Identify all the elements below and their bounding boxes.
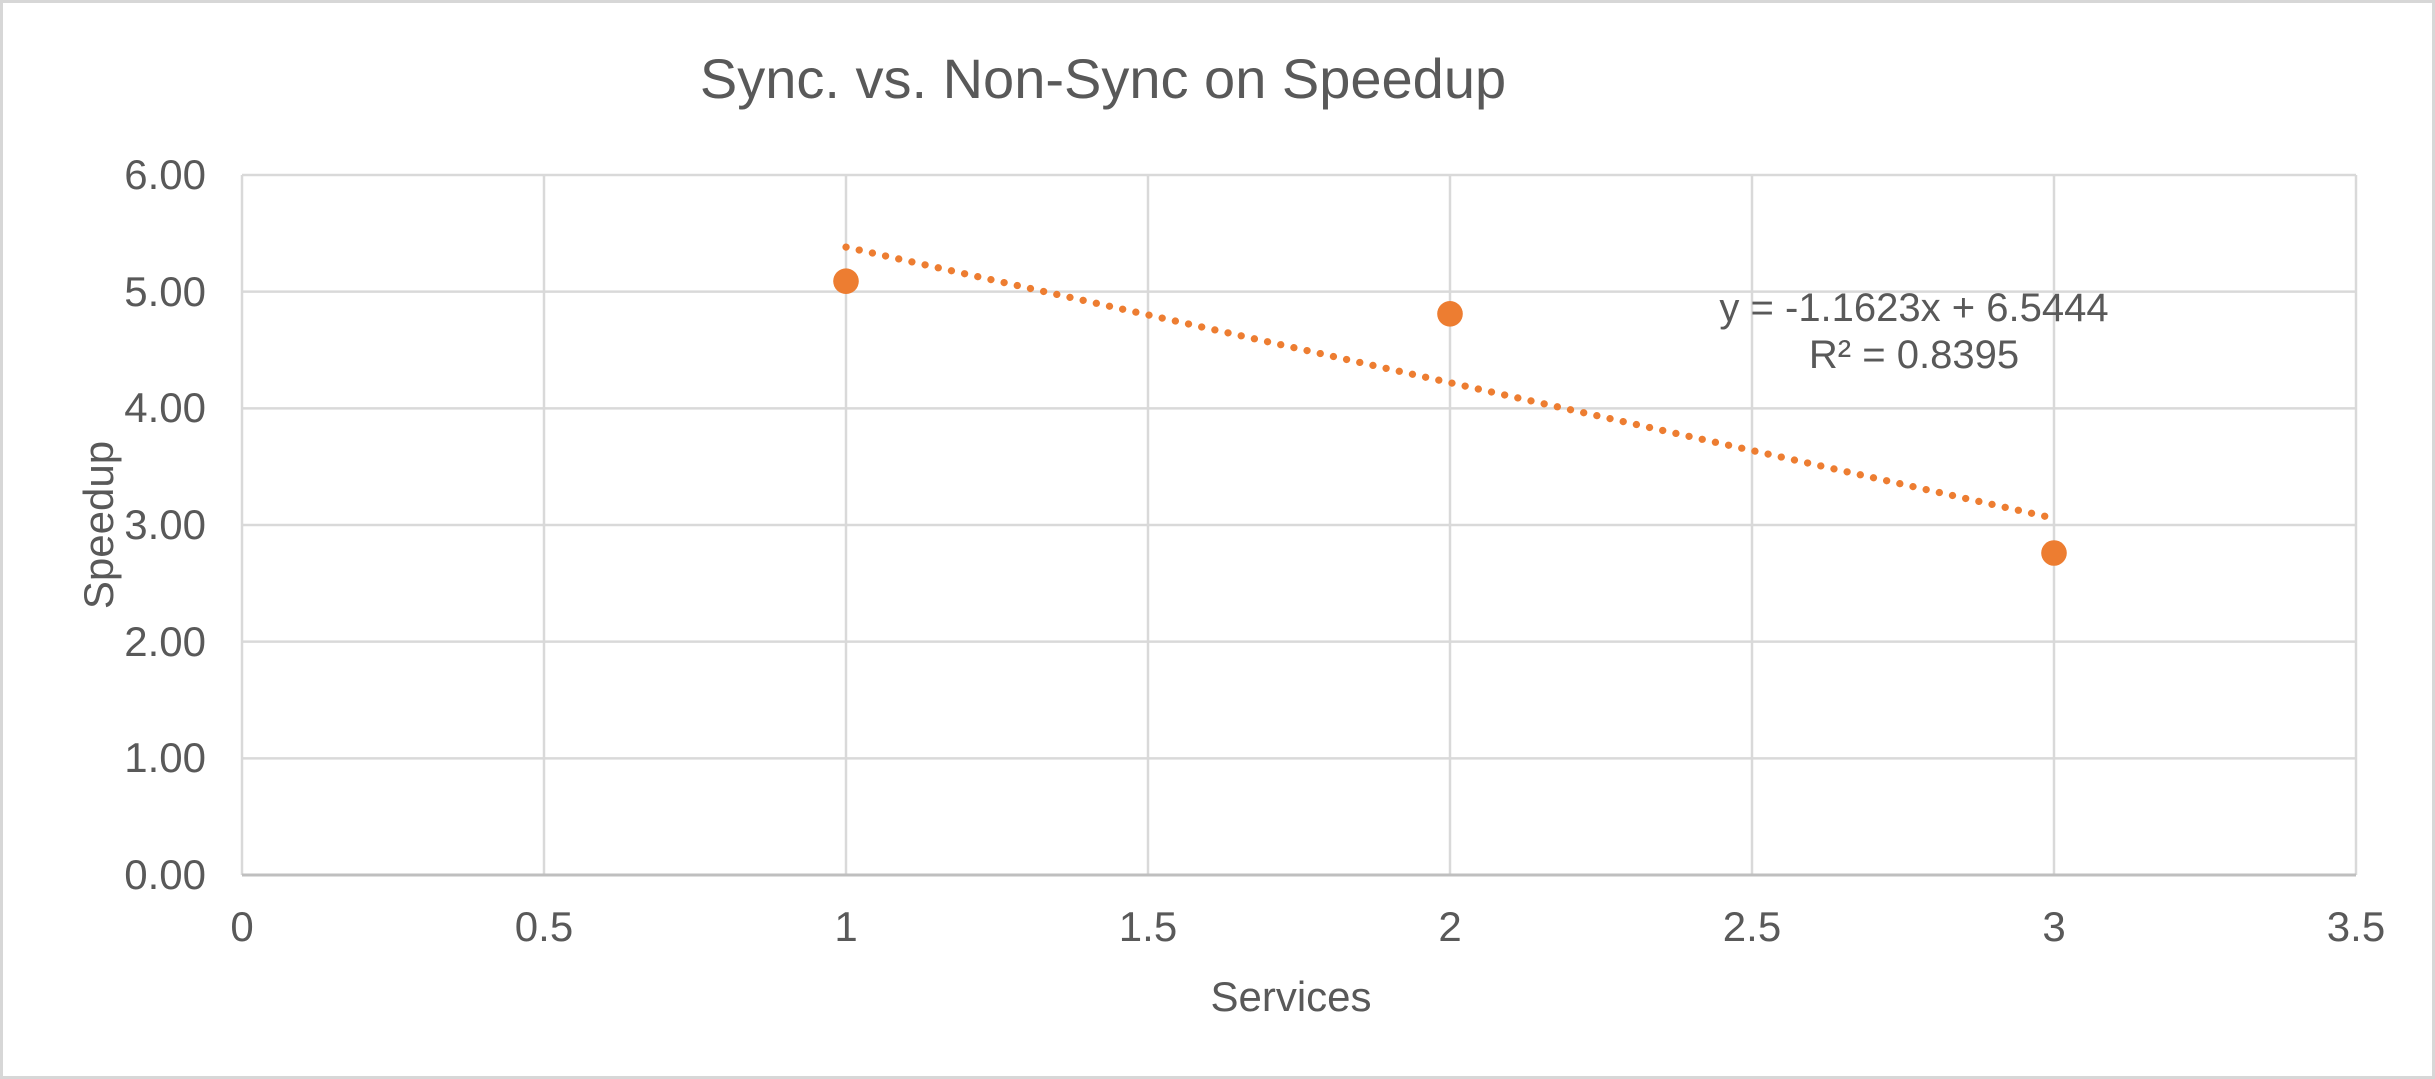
trendline bbox=[842, 243, 2058, 522]
y-tick-label: 3.00 bbox=[124, 501, 206, 548]
chart-title: Sync. vs. Non-Sync on Speedup bbox=[699, 47, 1507, 110]
x-tick-label: 2.5 bbox=[1722, 903, 1782, 950]
y-tick-label: 4.00 bbox=[124, 384, 206, 432]
trendline-label: y = -1.1623x + 6.5444 R² = 0.8395 bbox=[1719, 285, 2108, 379]
data-point-marker bbox=[2041, 540, 2067, 566]
x-tick-label: 0.5 bbox=[514, 903, 574, 950]
x-tick-label: 0 bbox=[230, 903, 254, 950]
x-tick-label: 1 bbox=[834, 903, 858, 950]
y-tick-label: 0.00 bbox=[124, 851, 206, 898]
x-axis-title: Services bbox=[1210, 973, 1372, 1020]
y-tick-label: 2.00 bbox=[124, 617, 206, 665]
data-point-marker bbox=[1437, 301, 1463, 327]
plot-area bbox=[240, 173, 2358, 877]
y-tick-label: 5.00 bbox=[124, 267, 206, 315]
x-tick-label: 1.5 bbox=[1118, 903, 1178, 950]
x-tick-label: 3 bbox=[2042, 903, 2066, 950]
y-tick-label: 6.00 bbox=[124, 151, 206, 198]
trendline-r-squared: R² = 0.8395 bbox=[1808, 333, 2020, 377]
data-point-marker bbox=[833, 268, 859, 294]
trendline-equation: y = -1.1623x + 6.5444 bbox=[1719, 286, 2109, 330]
x-tick-label: 2 bbox=[1438, 903, 1462, 950]
y-tick-label: 1.00 bbox=[124, 734, 206, 782]
x-tick-label: 3.5 bbox=[2326, 903, 2386, 950]
